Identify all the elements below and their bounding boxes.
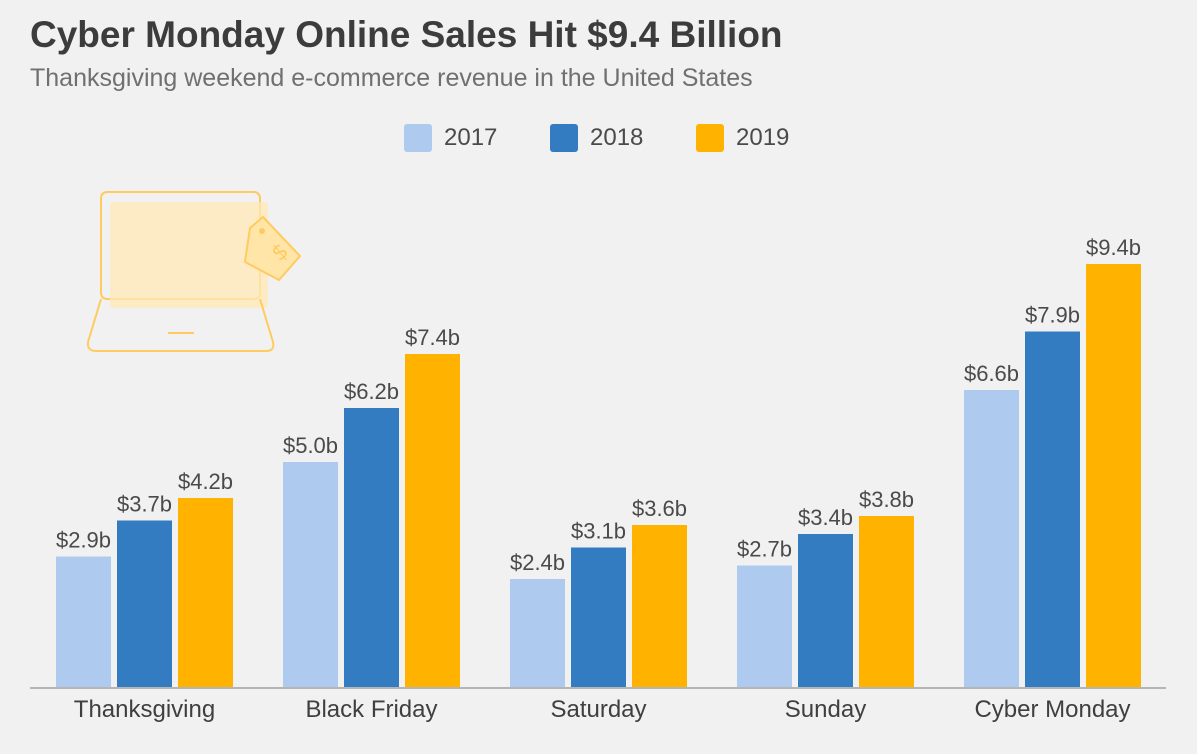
bar-sunday-2017 (737, 565, 792, 687)
bar-black-friday-2018 (344, 408, 399, 687)
bars-group (56, 264, 1141, 687)
category-label-thanksgiving: Thanksgiving (74, 696, 215, 723)
bar-black-friday-2019 (405, 354, 460, 687)
category-label-black-friday: Black Friday (305, 696, 437, 723)
bar-sunday-2018 (798, 534, 853, 687)
category-label-saturday: Saturday (550, 696, 646, 723)
bar-saturday-2018 (571, 547, 626, 687)
legend-label-2018: 2018 (590, 124, 644, 151)
bar-thanksgiving-2017 (56, 556, 111, 687)
value-label-thanksgiving-2019: $4.2b (178, 469, 233, 494)
chart-title: Cyber Monday Online Sales Hit $9.4 Billi… (30, 14, 783, 55)
bar-thanksgiving-2018 (117, 520, 172, 687)
value-label-sunday-2019: $3.8b (859, 487, 914, 512)
legend-label-2017: 2017 (444, 124, 498, 151)
value-label-black-friday-2017: $5.0b (283, 433, 338, 458)
bar-black-friday-2017 (283, 462, 338, 687)
value-label-saturday-2018: $3.1b (571, 519, 626, 544)
legend-swatch-2018 (550, 124, 578, 152)
category-label-sunday: Sunday (785, 696, 866, 723)
bar-saturday-2019 (632, 525, 687, 687)
value-label-black-friday-2018: $6.2b (344, 379, 399, 404)
bar-thanksgiving-2019 (178, 498, 233, 687)
chart-subtitle: Thanksgiving weekend e-commerce revenue … (30, 64, 753, 92)
value-label-thanksgiving-2017: $2.9b (56, 528, 111, 553)
legend-swatch-2019 (696, 124, 724, 152)
bar-cyber-monday-2019 (1086, 264, 1141, 687)
bar-cyber-monday-2018 (1025, 331, 1080, 687)
value-label-sunday-2017: $2.7b (737, 537, 792, 562)
value-label-cyber-monday-2017: $6.6b (964, 361, 1019, 386)
laptop-price-tag-icon: $ (86, 191, 302, 352)
bar-saturday-2017 (510, 579, 565, 687)
value-label-black-friday-2019: $7.4b (405, 325, 460, 350)
category-label-cyber-monday: Cyber Monday (974, 696, 1130, 723)
value-label-cyber-monday-2018: $7.9b (1025, 303, 1080, 328)
value-label-saturday-2017: $2.4b (510, 550, 565, 575)
legend-label-2019: 2019 (736, 124, 790, 151)
value-label-saturday-2019: $3.6b (632, 496, 687, 521)
value-label-thanksgiving-2018: $3.7b (117, 492, 172, 517)
value-labels-group: $2.9b$3.7b$4.2b $5.0b $6.2b $7.4b $2.4b$3.1b… (56, 235, 1141, 575)
value-label-cyber-monday-2019: $9.4b (1086, 235, 1141, 260)
legend-swatch-2017 (404, 124, 432, 152)
bar-cyber-monday-2017 (964, 390, 1019, 687)
bar-sunday-2019 (859, 516, 914, 687)
category-labels-group: Thanksgiving Black Friday Saturday Sunday Cy… (74, 696, 1131, 723)
value-label-sunday-2018: $3.4b (798, 505, 853, 530)
